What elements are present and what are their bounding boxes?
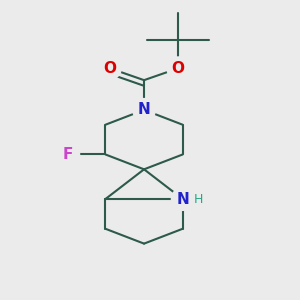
Circle shape — [133, 99, 155, 121]
Text: O: O — [172, 61, 185, 76]
Text: H: H — [194, 193, 203, 206]
Circle shape — [99, 57, 121, 80]
Circle shape — [171, 188, 194, 210]
Text: O: O — [103, 61, 116, 76]
Text: N: N — [176, 191, 189, 206]
Text: N: N — [138, 102, 150, 117]
Text: F: F — [63, 147, 74, 162]
Circle shape — [167, 57, 190, 80]
Circle shape — [57, 143, 80, 166]
